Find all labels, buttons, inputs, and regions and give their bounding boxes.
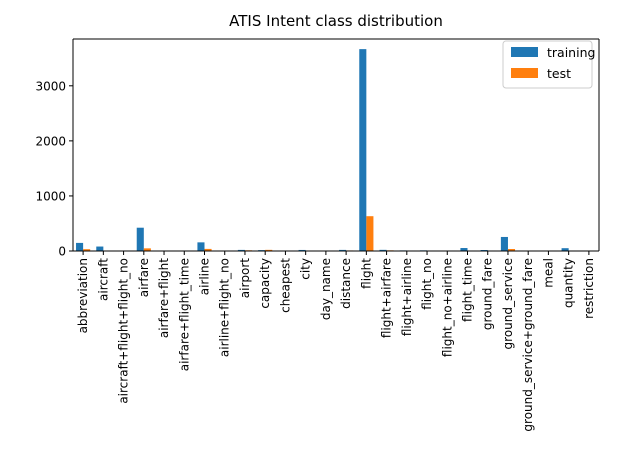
legend: training test xyxy=(502,40,595,89)
legend-label-training: training xyxy=(547,45,595,60)
x-tick-label-flight_time: flight_time xyxy=(461,258,475,322)
bar-test-flight xyxy=(366,216,374,251)
bar-training-flight_time xyxy=(460,248,468,251)
bar-training-flight xyxy=(359,49,367,252)
x-tick-label-airline+flight_no: airline+flight_no xyxy=(218,258,232,357)
x-tick-label-flight: flight xyxy=(359,258,373,289)
x-tick-label-airport: airport xyxy=(238,258,252,299)
x-tick-label-airline: airline xyxy=(198,258,212,295)
x-tick-label-day_name: day_name xyxy=(319,258,333,320)
y-tick-label-3000: 3000 xyxy=(35,79,66,93)
bar-test-capacity xyxy=(265,249,273,251)
axes-layer xyxy=(72,38,600,252)
bar-test-abbreviation xyxy=(83,249,91,251)
bar-training-distance xyxy=(339,249,347,251)
y-tick-label-1000: 1000 xyxy=(35,189,66,203)
y-tick-label-0: 0 xyxy=(58,245,66,259)
x-tick-label-cheapest: cheapest xyxy=(278,258,292,313)
x-tick-label-airfare+flight: airfare+flight xyxy=(157,258,171,338)
x-tick-label-restriction: restriction xyxy=(582,258,596,319)
bar-training-airport xyxy=(237,249,245,251)
x-axis-ticks: abbreviation aircraft aircraft+flight+flig… xyxy=(76,251,596,432)
bar-training-abbreviation xyxy=(76,242,84,251)
x-tick-label-ground_service+ground_fare: ground_service+ground_fare xyxy=(521,258,535,432)
chart-title: ATIS Intent class distribution xyxy=(229,12,443,30)
x-tick-label-abbreviation: abbreviation xyxy=(76,258,90,333)
bar-training-flight+airfare xyxy=(379,249,387,251)
bar-training-aircraft xyxy=(96,246,104,251)
x-tick-label-airfare+flight_time: airfare+flight_time xyxy=(177,258,191,371)
legend-swatch-test xyxy=(511,68,538,78)
x-tick-label-quantity: quantity xyxy=(562,258,576,308)
x-tick-label-flight+airline: flight+airline xyxy=(400,258,414,336)
y-axis-ticks: 0 1000 2000 3000 xyxy=(35,79,73,259)
x-tick-label-distance: distance xyxy=(339,258,353,309)
legend-label-test: test xyxy=(547,66,571,81)
bar-test-ground_service xyxy=(507,249,516,251)
bar-test-airline xyxy=(204,248,212,251)
x-tick-label-meal: meal xyxy=(541,258,555,288)
y-tick-label-2000: 2000 xyxy=(35,134,66,148)
bar-training-city xyxy=(298,249,306,251)
bar-training-airfare xyxy=(136,227,144,251)
bar-test-airfare xyxy=(143,248,151,251)
x-tick-label-flight_no+airline: flight_no+airline xyxy=(440,258,454,357)
bars-layer xyxy=(76,49,589,252)
x-tick-label-airfare: airfare xyxy=(137,258,151,297)
x-tick-label-aircraft+flight+flight_no: aircraft+flight+flight_no xyxy=(117,258,131,404)
x-tick-label-ground_fare: ground_fare xyxy=(481,258,495,330)
legend-swatch-training xyxy=(511,47,538,57)
x-tick-label-ground_service: ground_service xyxy=(501,258,515,349)
x-tick-label-flight+airfare: flight+airfare xyxy=(380,258,394,338)
bar-training-ground_service xyxy=(500,236,508,251)
x-tick-label-city: city xyxy=(299,258,313,280)
bar-training-airline xyxy=(197,242,205,251)
x-tick-label-capacity: capacity xyxy=(258,258,272,309)
x-tick-label-flight_no: flight_no xyxy=(420,258,434,310)
bar-training-quantity xyxy=(561,248,569,251)
x-tick-label-aircraft: aircraft xyxy=(96,258,110,301)
